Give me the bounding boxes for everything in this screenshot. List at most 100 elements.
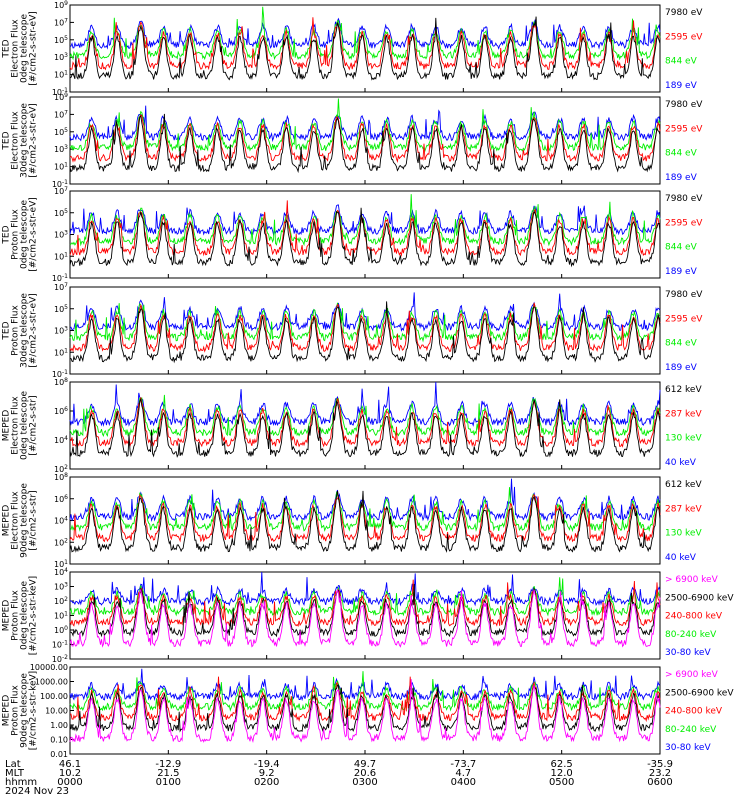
legend-entry: 2595 eV bbox=[665, 124, 703, 134]
series-line-red bbox=[69, 579, 661, 627]
y-tick-label: 103 bbox=[54, 230, 68, 240]
panel-4: 10-1 101 103 105 107 TEDProton Flux30deg tele… bbox=[2, 282, 704, 379]
y-axis-title: MEPEDElectron Flux90deg telescope[#/cm2-… bbox=[2, 483, 39, 558]
series-line-blue bbox=[69, 105, 661, 143]
x-tick-hhmm: 0400 bbox=[451, 777, 476, 788]
x-tick-mlt: 9.2 bbox=[259, 768, 275, 779]
y-tick-label: 105 bbox=[54, 304, 68, 314]
y-tick-label: 105 bbox=[54, 35, 68, 45]
legend-entry: 7980 eV bbox=[665, 194, 703, 204]
series-line-green bbox=[69, 487, 661, 533]
legend-entry: 844 eV bbox=[665, 149, 698, 159]
y-axis-title: TEDProton Flux30deg telescope[#/cm2-s-st… bbox=[2, 293, 39, 368]
series-line-blue bbox=[69, 668, 661, 702]
legend-entry: 2595 eV bbox=[665, 314, 703, 324]
y-axis-title: MEPEDProton Flux90deg telescope[#/cm2-s-… bbox=[2, 671, 39, 750]
series-line-green bbox=[69, 394, 661, 438]
series-line-green bbox=[69, 98, 661, 153]
y-tick-label: 0.10 bbox=[50, 736, 68, 745]
y-tick-label: 102 bbox=[54, 537, 68, 547]
y-tick-label: 101 bbox=[54, 611, 68, 621]
series-line-black bbox=[69, 397, 661, 458]
y-tick-label: 107 bbox=[54, 17, 68, 27]
y-tick-label: 101 bbox=[54, 162, 68, 172]
y-tick-label: 103 bbox=[54, 326, 68, 336]
y-tick-label: 109 bbox=[54, 92, 68, 102]
legend-entry: > 6900 keV bbox=[665, 670, 719, 680]
legend-entry: 612 keV bbox=[665, 385, 702, 395]
series-line-red bbox=[70, 676, 661, 723]
panel-5: 102 104 106 108 MEPEDElectron Flux0deg teles… bbox=[2, 377, 703, 474]
y-axis-title: TEDElectron Flux0deg telescope[#/cm2-s-s… bbox=[2, 11, 39, 86]
x-tick-hhmm: 0300 bbox=[352, 777, 377, 788]
legend-entry: 844 eV bbox=[665, 243, 698, 253]
panel-6: 101 102 104 106 108 MEPEDElectron Flux90deg t… bbox=[2, 472, 703, 569]
series-line-green bbox=[69, 6, 661, 61]
x-tick-mlt: 12.0 bbox=[551, 768, 573, 779]
y-tick-label: 107 bbox=[54, 186, 68, 196]
y-tick-label: 100.00 bbox=[40, 692, 68, 701]
y-tick-label: 10-1 bbox=[52, 87, 68, 97]
series-line-green bbox=[69, 671, 661, 712]
x-tick-hhmm: 0100 bbox=[156, 777, 181, 788]
series-line-magenta bbox=[69, 588, 661, 648]
y-tick-label: 109 bbox=[54, 0, 68, 10]
legend-entry: 189 eV bbox=[665, 363, 698, 373]
series-line-green bbox=[69, 577, 661, 617]
legend-entry: 189 eV bbox=[665, 81, 698, 91]
y-tick-label: 10-1 bbox=[52, 273, 68, 283]
x-tick-hhmm: 0000 bbox=[57, 777, 82, 788]
series-line-blue bbox=[69, 292, 661, 332]
y-tick-label: 101 bbox=[54, 70, 68, 80]
legend-entry: 2500-6900 keV bbox=[665, 593, 734, 603]
y-tick-label: 0.01 bbox=[50, 750, 68, 759]
series-line-magenta bbox=[69, 679, 661, 744]
y-tick-label: 103 bbox=[54, 52, 68, 62]
x-tick-mlt: 10.2 bbox=[59, 768, 81, 779]
series-line-red bbox=[69, 494, 661, 543]
legend-entry: 7980 eV bbox=[665, 8, 703, 18]
y-tick-label: 101 bbox=[54, 251, 68, 261]
legend-entry: > 6900 keV bbox=[665, 575, 719, 585]
panel-7: 10-2 10-1 100 101 102 103 104 MEPEDProton Flux0… bbox=[2, 567, 735, 664]
x-tick-mlt: 20.6 bbox=[354, 768, 376, 779]
legend-entry: 844 eV bbox=[665, 339, 698, 349]
x-row-label: Lat bbox=[5, 759, 21, 770]
legend-entry: 2595 eV bbox=[665, 218, 703, 228]
x-tick-lat: 46.1 bbox=[59, 759, 81, 770]
y-tick-label: 101 bbox=[54, 559, 68, 569]
x-tick-lat: -19.4 bbox=[254, 759, 280, 770]
y-tick-label: 100 bbox=[54, 625, 68, 635]
y-tick-label: 105 bbox=[54, 208, 68, 218]
x-tick-lat: -35.9 bbox=[647, 759, 673, 770]
legend-entry: 40 keV bbox=[665, 458, 697, 468]
y-tick-label: 101 bbox=[54, 347, 68, 357]
x-tick-hhmm: 0600 bbox=[647, 777, 672, 788]
x-row-label: MLT bbox=[5, 768, 25, 779]
series-line-red bbox=[69, 200, 661, 257]
legend-entry: 7980 eV bbox=[665, 100, 703, 110]
panel-1: 10-1 101 103 105 107 109 TEDElectron Flux0deg … bbox=[2, 0, 704, 97]
legend-entry: 287 keV bbox=[665, 504, 702, 514]
y-tick-label: 102 bbox=[54, 596, 68, 606]
x-row-label: hhmm bbox=[5, 777, 37, 788]
date-label: 2024 Nov 23 bbox=[5, 786, 69, 797]
x-tick-lat: 49.7 bbox=[354, 759, 376, 770]
y-tick-label: 10-1 bbox=[52, 640, 68, 650]
series-line-blue bbox=[69, 204, 661, 237]
legend-entry: 844 eV bbox=[665, 57, 698, 67]
series-line-blue bbox=[69, 478, 661, 523]
x-tick-lat: -12.9 bbox=[155, 759, 181, 770]
legend-entry: 2500-6900 keV bbox=[665, 688, 734, 698]
y-tick-label: 106 bbox=[54, 406, 68, 416]
y-tick-label: 10.00 bbox=[45, 707, 68, 716]
y-axis-title: TEDProton Flux0deg telescope[#/cm2-s-str… bbox=[2, 197, 39, 272]
x-tick-hhmm: 0200 bbox=[254, 777, 279, 788]
y-tick-label: 108 bbox=[54, 472, 68, 482]
legend-entry: 30-80 keV bbox=[665, 648, 711, 658]
x-tick-lat: -73.7 bbox=[450, 759, 476, 770]
x-tick-hhmm: 0500 bbox=[549, 777, 574, 788]
legend-entry: 30-80 keV bbox=[665, 743, 711, 753]
